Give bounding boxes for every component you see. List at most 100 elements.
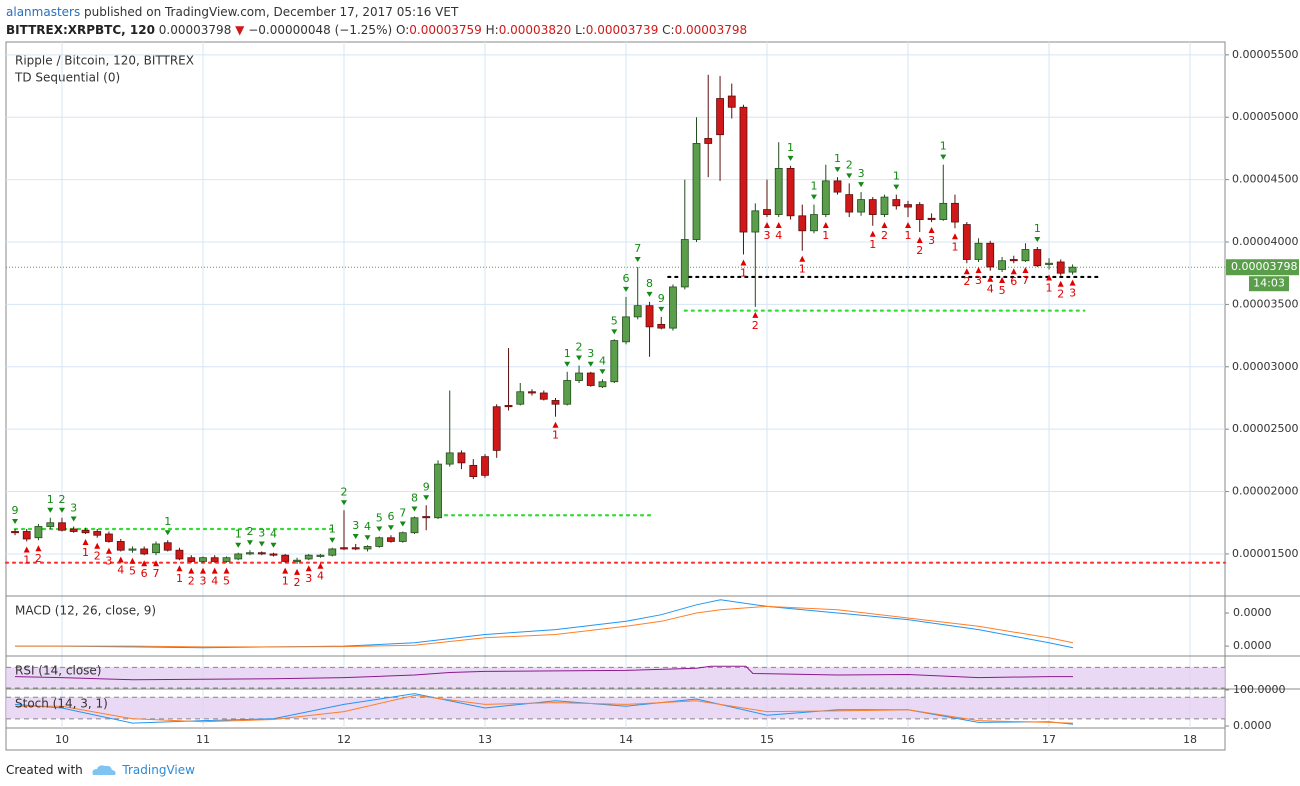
td-sell-label: 6 (1010, 275, 1017, 288)
candle-body (492, 406, 501, 451)
candle-body (951, 202, 959, 223)
last-price-label: 0.00003798 (1231, 260, 1297, 273)
y-tick-label: 0.00003000 (1232, 360, 1298, 373)
td-buy-label: 9 (12, 504, 19, 517)
candle-body (375, 537, 384, 547)
pane-tick-label: 0.0000 (1233, 606, 1272, 619)
td-buy-label: 1 (329, 523, 336, 536)
td-sell-marker (188, 567, 195, 574)
td-buy-label: 2 (846, 158, 853, 171)
td-sell-label: 1 (282, 575, 289, 588)
td-sell-marker (916, 237, 923, 244)
td-buy-label: 1 (940, 140, 947, 153)
td-sell-label: 2 (294, 576, 301, 589)
candle-body (998, 260, 1006, 270)
td-sell-marker (153, 560, 160, 567)
pane-tick-label: 0.0000 (1233, 719, 1272, 732)
td-sell-marker (881, 222, 888, 229)
candle-body (939, 202, 948, 220)
candle-body (175, 549, 184, 560)
td-sell-marker (799, 255, 806, 262)
countdown-tag (1249, 276, 1289, 292)
arrow: ▼ (235, 23, 245, 37)
candle-body (821, 180, 830, 215)
td-sell-label: 2 (881, 229, 888, 242)
ohlc-value: 0.00003739 (585, 23, 659, 37)
td-sell-label: 1 (951, 240, 958, 253)
td-sell-marker (176, 565, 183, 572)
ohlc-value: 0.00003759 (409, 23, 482, 37)
indicator-line (14, 693, 1074, 725)
candle-body (892, 199, 901, 207)
td-sell-label: 3 (105, 555, 112, 568)
td-sell-label: 5 (999, 284, 1006, 297)
td-sell-label: 3 (199, 575, 206, 588)
footer: Created with TradingView (6, 760, 195, 777)
td-buy-marker (387, 525, 394, 531)
header: alanmasters published on TradingView.com… (6, 3, 747, 39)
candle-body (410, 517, 419, 534)
candle-body (363, 546, 372, 550)
candle-body (1033, 249, 1042, 267)
td-sell-marker (317, 562, 324, 569)
last-price-tag (1226, 259, 1299, 276)
candle-body (1045, 262, 1053, 265)
pane-title: MACD (12, 26, close, 9) (15, 604, 156, 618)
brand[interactable]: TradingView (122, 763, 195, 777)
td-buy-marker (364, 535, 371, 541)
td-buy-label: 8 (411, 492, 418, 505)
td-sell-label: 4 (987, 283, 994, 296)
candle-body (316, 554, 325, 557)
candle-body (457, 452, 466, 464)
td-sell-marker (775, 222, 782, 229)
td-buy-label: 1 (1034, 222, 1041, 235)
td-sell-label: 2 (916, 244, 923, 257)
td-sell-label: 3 (975, 274, 982, 287)
td-buy-label: 6 (387, 510, 394, 523)
td-sell-marker (1022, 266, 1029, 273)
ohlc-l: L:0.00003739 (575, 23, 658, 37)
chart-title: Ripple / Bitcoin, 120, BITTREX (15, 54, 194, 68)
publisher[interactable]: alanmasters (6, 5, 81, 19)
x-tick-label: 17 (1042, 733, 1056, 746)
candle-body (1068, 266, 1077, 273)
indicator-line (15, 694, 1074, 724)
td-sell-label: 3 (305, 572, 312, 585)
td-buy-marker (858, 182, 865, 188)
td-buy-label: 1 (235, 528, 242, 541)
td-buy-label: 1 (164, 515, 171, 528)
x-tick-label: 11 (196, 733, 210, 746)
candle-body (22, 531, 31, 540)
td-buy-marker (634, 256, 641, 262)
td-sell-marker (963, 268, 970, 275)
candle-body (904, 204, 912, 208)
td-sell-label: 1 (176, 572, 183, 585)
ohlc-c: C:0.00003798 (662, 23, 747, 37)
td-sell-marker (740, 259, 747, 266)
countdown: 14:03 (1253, 277, 1285, 290)
y-tick-label: 0.00001500 (1232, 547, 1298, 560)
created: Created with (6, 763, 83, 777)
x-tick-label: 13 (478, 733, 492, 746)
td-buy-marker (164, 530, 171, 536)
td-buy-marker (940, 154, 947, 160)
td-buy-marker (12, 518, 19, 524)
y-tick-label: 0.00002000 (1232, 485, 1298, 498)
quote-line: BITTREX:XRPBTC, 120 0.00003798 ▼ −0.0000… (6, 21, 747, 39)
last: 0.00003798 (158, 23, 232, 37)
x-tick-label: 14 (619, 733, 633, 746)
candle-body (387, 537, 395, 542)
candle-body (528, 391, 536, 394)
candle-body (551, 400, 560, 405)
candle-body (81, 529, 90, 534)
symbol: BITTREX:XRPBTC, 120 (6, 23, 155, 37)
candle-body (469, 464, 478, 477)
td-buy-marker (411, 506, 418, 512)
candle-body (128, 548, 137, 551)
td-sell-marker (223, 567, 230, 574)
candle-body (187, 557, 196, 562)
candle-body (422, 516, 431, 519)
candle-body (163, 542, 172, 551)
td-sell-marker (1069, 279, 1076, 286)
y-tick-label: 0.00004000 (1232, 235, 1298, 248)
